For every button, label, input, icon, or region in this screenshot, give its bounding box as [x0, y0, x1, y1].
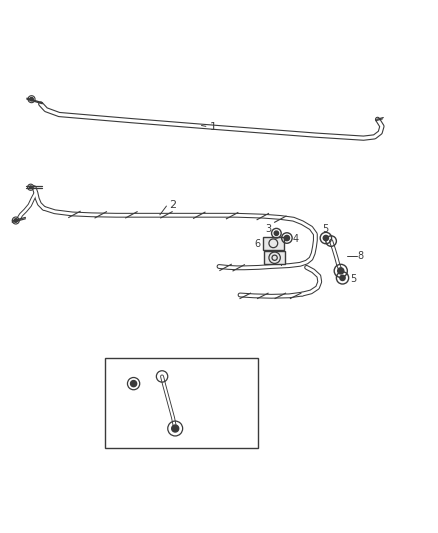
- Circle shape: [340, 275, 345, 280]
- Circle shape: [30, 98, 33, 101]
- Circle shape: [338, 268, 344, 274]
- Text: 3: 3: [265, 224, 272, 234]
- Text: 1: 1: [210, 122, 217, 132]
- Circle shape: [274, 231, 279, 236]
- Circle shape: [323, 236, 328, 241]
- Bar: [264, 251, 285, 264]
- Bar: [263, 237, 284, 250]
- Text: 4: 4: [293, 234, 299, 244]
- Circle shape: [14, 219, 18, 222]
- Circle shape: [172, 425, 179, 432]
- Circle shape: [284, 236, 290, 241]
- Bar: [105, 359, 258, 448]
- Text: 8: 8: [358, 251, 364, 261]
- Text: 7: 7: [278, 258, 284, 268]
- Text: 8: 8: [194, 398, 201, 408]
- Circle shape: [29, 186, 32, 189]
- Text: 6: 6: [254, 239, 261, 249]
- Circle shape: [131, 381, 137, 386]
- Text: 2: 2: [169, 200, 176, 210]
- Text: 5: 5: [350, 274, 357, 284]
- Text: 5: 5: [322, 224, 328, 233]
